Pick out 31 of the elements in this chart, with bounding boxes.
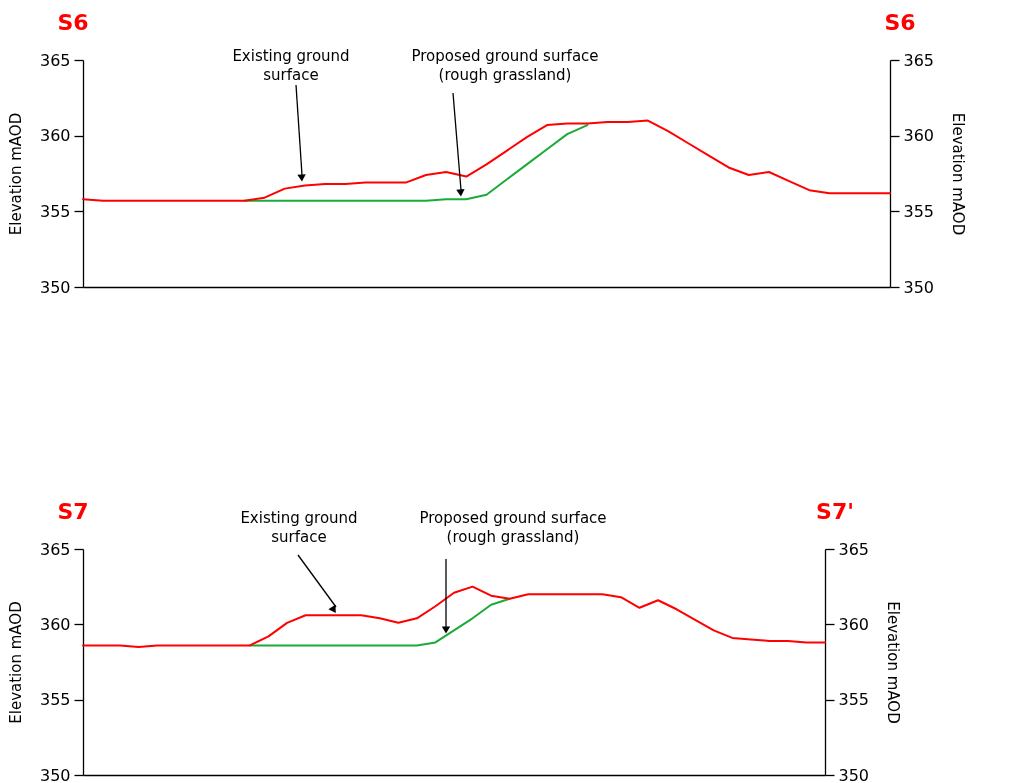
y-tick-label: 350 — [39, 277, 71, 297]
y-tick-label: 360 — [39, 614, 71, 634]
y-tick-label: 365 — [39, 50, 71, 70]
chart-title: S7 — [57, 499, 89, 524]
y-tick-label: 355 — [39, 690, 71, 710]
y2-tick-label: 360 — [903, 126, 935, 146]
y-tick-label: 360 — [39, 126, 71, 146]
line-series — [243, 124, 589, 202]
y2-axis-title: Elevation mAOD — [884, 601, 903, 724]
y-tick-label: 350 — [39, 765, 71, 783]
text: Existing ground surface — [240, 509, 358, 546]
annotation: Existing ground surface — [232, 47, 350, 84]
annotation: Proposed ground surface (rough grassland) — [411, 47, 599, 84]
chart-subtitle: S7' — [816, 499, 854, 524]
line-series — [82, 585, 826, 648]
y2-axis-title: Elevation mAOD — [949, 112, 968, 236]
y2-tick-label: 365 — [903, 50, 935, 70]
y2-tick-label: 355 — [838, 690, 870, 710]
y-axis-title: Elevation mAOD — [6, 112, 25, 236]
text: Proposed ground surface (rough grassland) — [419, 509, 607, 546]
y2-tick-label: 365 — [838, 539, 870, 559]
y-tick-label: 365 — [39, 539, 71, 559]
y2-tick-label: 350 — [838, 765, 870, 783]
line-series — [82, 119, 891, 202]
y2-tick-label: 350 — [903, 277, 935, 297]
y-tick-label: 355 — [39, 201, 71, 221]
y2-tick-label: 360 — [838, 614, 870, 634]
y-axis-title: Elevation mAOD — [6, 601, 25, 724]
chart-title: S6 — [57, 10, 89, 35]
chart-subtitle: S6 — [884, 10, 916, 35]
y2-tick-label: 355 — [903, 201, 935, 221]
